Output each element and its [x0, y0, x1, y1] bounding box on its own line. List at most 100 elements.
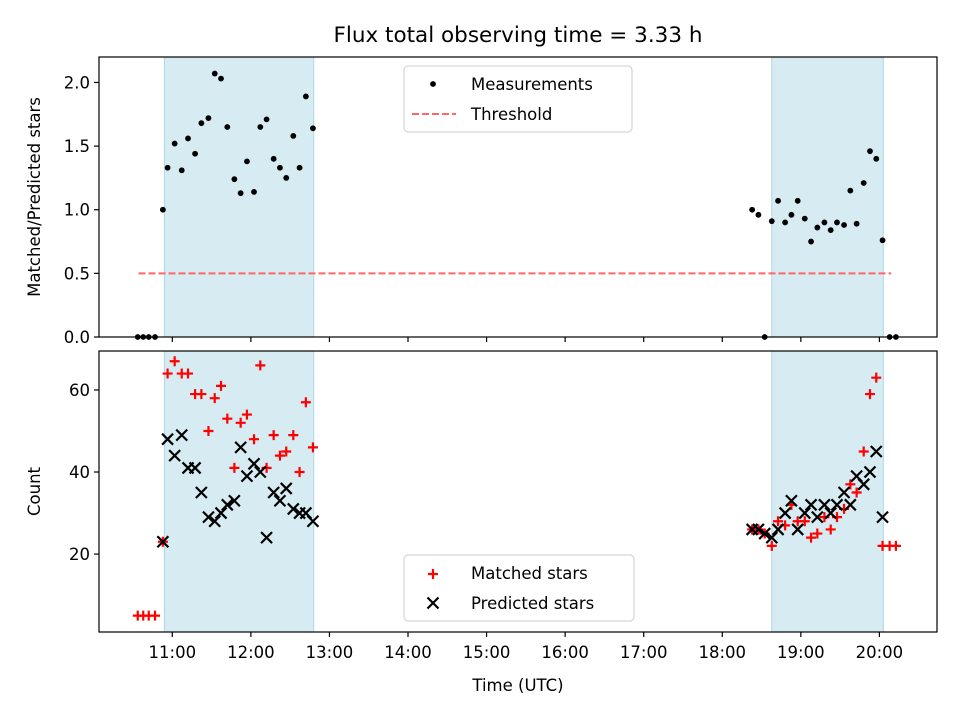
predicted-point: [778, 506, 792, 520]
x-tick-label: 12:00: [227, 643, 275, 662]
predicted-point: [168, 449, 181, 462]
y-tick-label: 1.5: [64, 137, 90, 156]
matched-point: [812, 528, 823, 539]
matched-point: [281, 446, 292, 457]
measurement-point: [873, 155, 880, 162]
shaded-interval-1: [163, 350, 315, 633]
measurement-point: [237, 190, 244, 197]
y-axis-label: Count: [25, 466, 44, 516]
predicted-point: [844, 498, 857, 512]
matched-point: [890, 540, 901, 551]
legend-top: Measurements Threshold: [403, 65, 633, 133]
measurement-point: [205, 115, 212, 121]
legend-box: [403, 554, 635, 622]
y-tick-label: 40: [69, 463, 90, 482]
axes-frame: [98, 350, 938, 633]
predicted-point: [214, 506, 228, 520]
predicted-point: [830, 498, 844, 512]
measurement-point: [782, 219, 789, 226]
measurement-point: [231, 176, 238, 183]
predicted-point: [811, 510, 824, 524]
predicted-point: [771, 523, 785, 536]
x-tick-label: 13:00: [306, 643, 354, 662]
measurement-point: [860, 180, 867, 186]
matched-point: [300, 397, 311, 408]
y-tick-label: 60: [69, 381, 90, 400]
measurement-point: [834, 219, 840, 226]
matched-point: [864, 389, 875, 400]
matched-point: [766, 540, 777, 551]
predicted-point: [240, 469, 254, 483]
predicted-point: [818, 498, 831, 512]
predicted-point: [202, 510, 215, 524]
matched-point: [241, 409, 252, 420]
measurement-point: [198, 120, 205, 127]
legend-label: Matched stars: [471, 564, 588, 583]
measurement-point: [296, 164, 303, 171]
matched-point: [255, 360, 266, 371]
predicted-point: [273, 494, 287, 508]
measurement-point: [847, 187, 854, 194]
measurement-point: [821, 219, 828, 226]
legend-matched-marker: [428, 569, 438, 579]
measurement-point: [164, 164, 171, 171]
matched-point: [203, 425, 214, 436]
legend-predicted-marker: [426, 596, 440, 610]
measurement-point: [263, 116, 270, 123]
x-tick-label: 15:00: [463, 643, 511, 662]
x-tick-label: 20:00: [856, 643, 904, 662]
legend-box: [403, 65, 633, 133]
matched-point: [162, 368, 173, 379]
matched-point: [249, 434, 260, 445]
predicted-point: [837, 486, 851, 499]
predicted-point: [254, 465, 267, 479]
series-x-1: [156, 428, 889, 549]
predicted-point: [195, 486, 208, 499]
matched-point: [288, 430, 299, 441]
y-axis-label: Matched/Predicted stars: [25, 97, 44, 297]
legend-label: Measurements: [471, 75, 593, 94]
predicted-point: [785, 494, 798, 508]
predicted-point: [857, 478, 870, 491]
measurement-point: [755, 211, 762, 218]
predicted-point: [221, 498, 234, 512]
y-tick-label: 1.0: [64, 201, 90, 220]
measurement-point: [788, 211, 795, 218]
y-tick-label: 2.0: [64, 73, 90, 92]
matched-point: [268, 430, 279, 441]
predicted-point: [175, 428, 189, 442]
predicted-point: [161, 432, 174, 446]
matched-point: [858, 446, 869, 457]
predicted-point: [869, 445, 883, 458]
matched-point: [229, 462, 240, 473]
predicted-point: [876, 510, 889, 524]
measurement-point: [808, 238, 814, 245]
y-tick-label: 20: [69, 545, 90, 564]
measurement-point: [775, 197, 781, 204]
predicted-point: [752, 523, 765, 536]
predicted-point: [798, 506, 812, 520]
x-tick-label: 18:00: [698, 643, 746, 662]
measurement-point: [185, 135, 191, 142]
predicted-point: [267, 486, 280, 499]
matched-point: [235, 417, 246, 428]
bottom-panel: 20 40 60 11:00 12:00 13:00 14:00 15:00 16:00 17:0…: [25, 350, 938, 695]
matched-point: [294, 467, 305, 478]
measurement-point: [192, 150, 198, 157]
predicted-point: [279, 482, 293, 495]
predicted-point: [208, 514, 222, 528]
measurement-point: [218, 75, 224, 82]
measurement-point: [867, 148, 873, 155]
matched-point: [851, 487, 862, 498]
measurement-point: [171, 140, 178, 147]
top-panel: 0.0 0.5 1.0 1.5 2.0 Matched/Predicted stars Me…: [25, 56, 938, 347]
y-tick-label: 0.0: [64, 328, 90, 347]
x-tick-label: 16:00: [541, 643, 589, 662]
measurement-point: [270, 155, 277, 162]
matched-point: [169, 356, 180, 367]
measurement-point: [159, 206, 166, 213]
measurement-point: [290, 133, 297, 139]
predicted-point: [765, 531, 779, 544]
series-dot-0: [134, 70, 899, 340]
